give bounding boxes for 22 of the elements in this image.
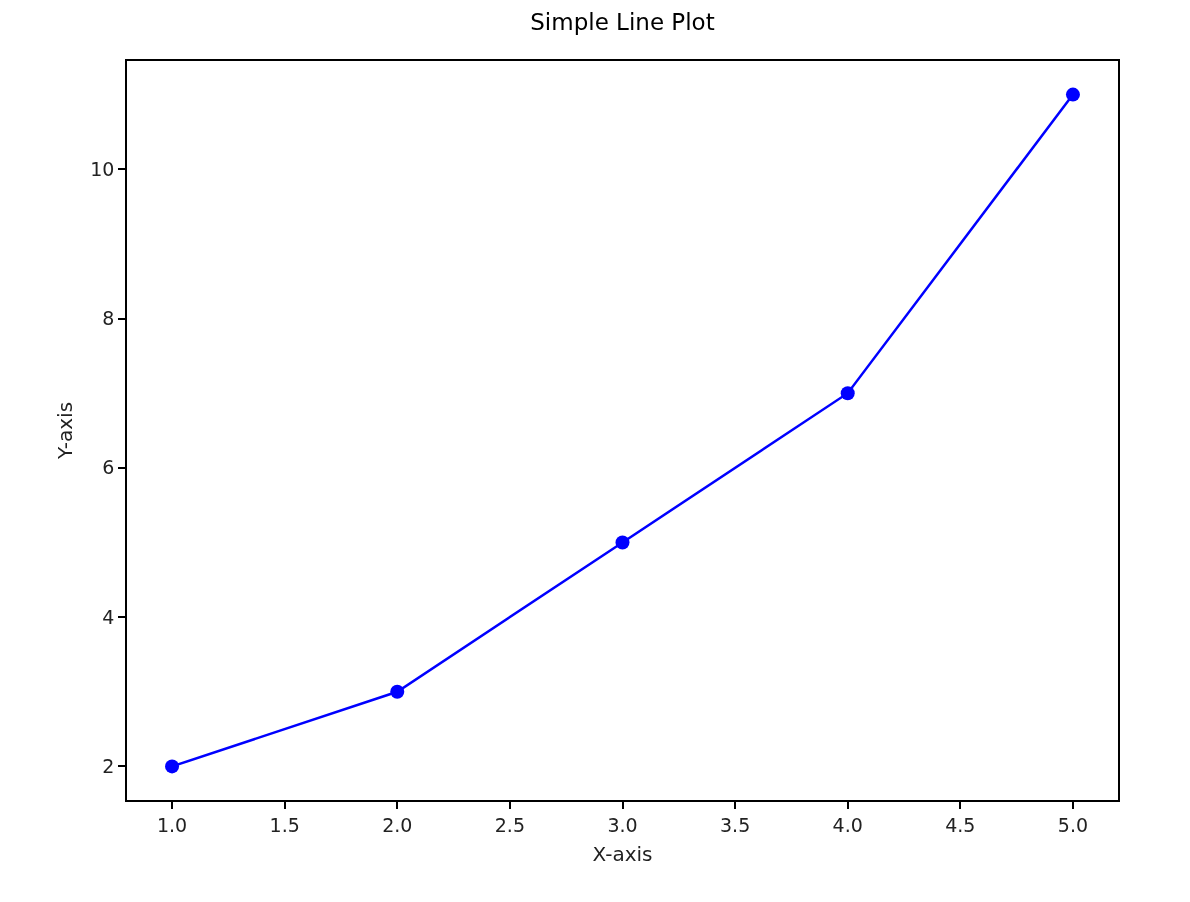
x-tick-label: 4.5 — [945, 813, 976, 836]
x-axis-title: X-axis — [592, 841, 653, 866]
x-tick-label: 1.0 — [156, 813, 188, 836]
x-tick-label: 3.0 — [607, 813, 638, 836]
x-tick-label: 4.0 — [832, 813, 863, 836]
y-tick-label: 2 — [102, 755, 115, 778]
y-tick-label: 8 — [102, 307, 115, 330]
chart-title: Simple Line Plot — [530, 8, 715, 35]
x-tick-label: 5.0 — [1057, 813, 1089, 836]
point — [390, 684, 405, 699]
x-tick-label: 2.5 — [494, 813, 525, 836]
y-tick-label: 4 — [102, 605, 115, 628]
x-tick-label: 3.5 — [720, 813, 751, 836]
x-tick-label: 2.0 — [382, 813, 413, 836]
x-tick-label: 1.5 — [269, 813, 300, 836]
point — [840, 386, 855, 401]
y-tick-label: 10 — [90, 157, 115, 180]
point — [615, 535, 630, 550]
y-tick-label: 6 — [102, 456, 115, 479]
point — [1065, 87, 1080, 102]
y-axis-title: Y-axis — [53, 401, 78, 461]
point — [165, 759, 180, 774]
